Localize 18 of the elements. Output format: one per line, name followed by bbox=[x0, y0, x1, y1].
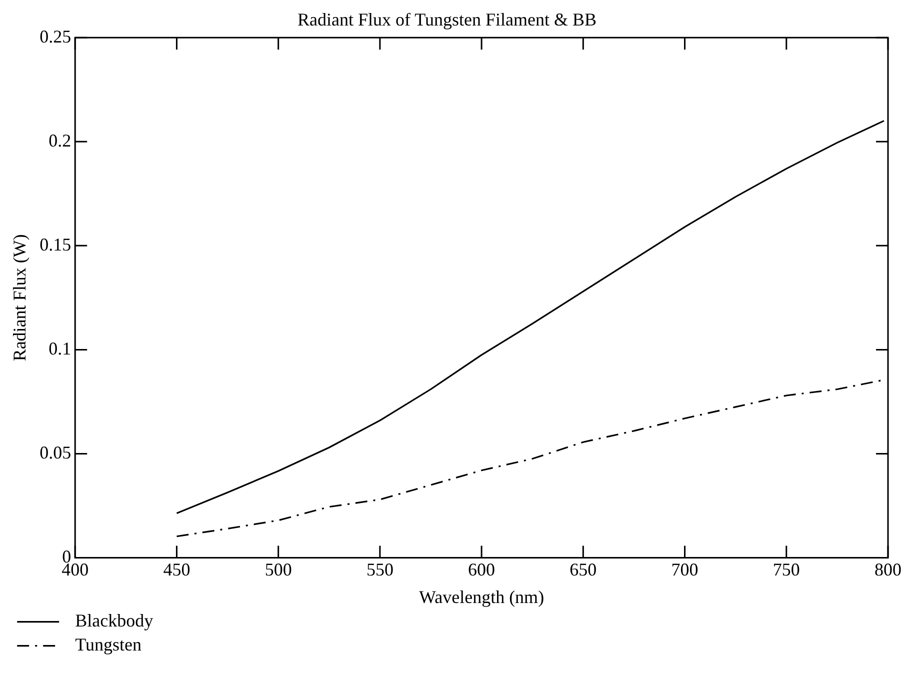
legend-label: Tungsten bbox=[75, 634, 142, 655]
legend-label: Blackbody bbox=[75, 610, 154, 631]
chart-title: Radiant Flux of Tungsten Filament & BB bbox=[297, 10, 597, 30]
x-tick-label: 450 bbox=[163, 559, 190, 580]
y-tick-label: 0.1 bbox=[48, 338, 72, 358]
y-tick-label: 0.05 bbox=[40, 442, 72, 462]
x-tick-label: 550 bbox=[366, 559, 394, 580]
x-axis-title: Wavelength (nm) bbox=[419, 586, 544, 607]
x-tick-label: 800 bbox=[874, 559, 902, 580]
x-tick-label: 600 bbox=[468, 559, 496, 580]
x-tick-label: 500 bbox=[264, 559, 292, 580]
y-tick-label: 0.25 bbox=[40, 26, 72, 46]
y-tick-label: 0.15 bbox=[40, 234, 72, 254]
x-tick-label: 700 bbox=[671, 559, 698, 580]
y-tick-label: 0.2 bbox=[48, 130, 72, 150]
x-tick-label: 650 bbox=[570, 559, 597, 580]
y-axis-title: Radiant Flux (W) bbox=[10, 234, 30, 362]
x-tick-label: 750 bbox=[772, 559, 800, 580]
